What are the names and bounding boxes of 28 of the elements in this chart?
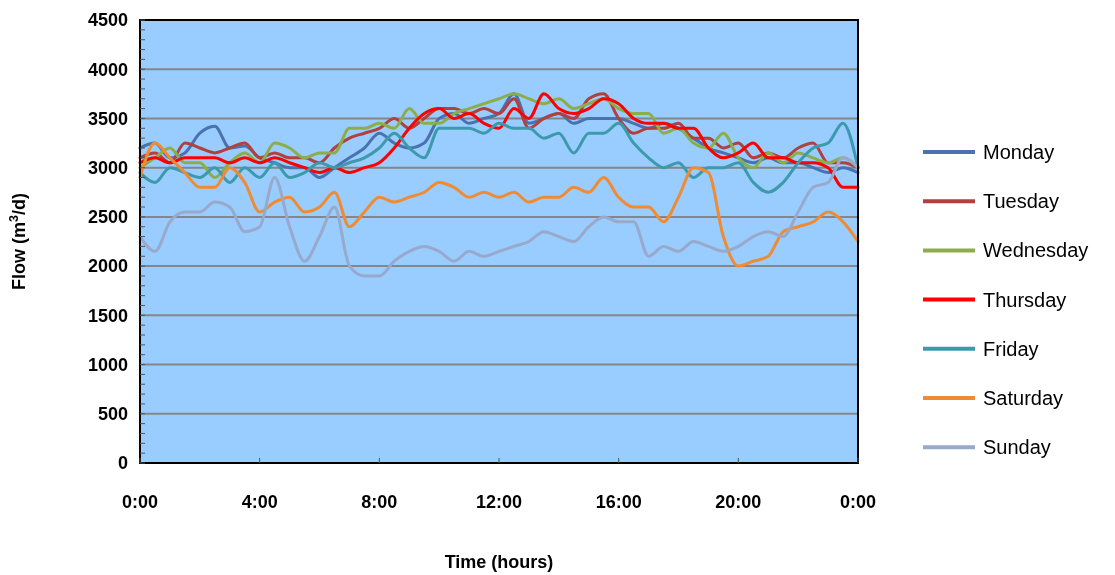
x-tick-label: 12:00 [475, 492, 523, 512]
y-tick-label: 3500 [87, 108, 128, 129]
line-series [138, 141, 860, 268]
legend-label: Friday [983, 337, 1039, 360]
legend-label: Tuesday [983, 190, 1059, 213]
y-tick-label: 3000 [87, 157, 128, 178]
y-tick-label: 2500 [87, 207, 128, 228]
legend-label: Sunday [983, 436, 1051, 459]
y-tick-label: 1000 [87, 354, 128, 375]
y-tick-label: 2000 [87, 256, 128, 277]
x-tick-label: 16:00 [595, 492, 642, 512]
line-series [138, 121, 860, 194]
legend-label: Thursday [983, 288, 1067, 311]
legend-label: Wednesday [983, 239, 1089, 262]
y-tick-label: 0 [117, 453, 128, 474]
legend-label: Monday [983, 141, 1055, 163]
y-tick-label: 500 [97, 404, 128, 425]
x-tick-label: 20:00 [715, 492, 762, 512]
x-tick-label: 0:00 [839, 492, 877, 512]
x-tick-label: 0:00 [121, 492, 159, 512]
legend-label: Saturday [983, 387, 1064, 409]
x-axis-title: Time (hours) [444, 552, 554, 572]
y-tick-label: 4000 [87, 59, 128, 80]
y-tick-label: 4500 [87, 10, 128, 31]
x-tick-label: 4:00 [241, 492, 278, 512]
y-tick-label: 1500 [87, 305, 128, 326]
x-tick-label: 8:00 [361, 492, 398, 512]
line-series [138, 156, 860, 278]
